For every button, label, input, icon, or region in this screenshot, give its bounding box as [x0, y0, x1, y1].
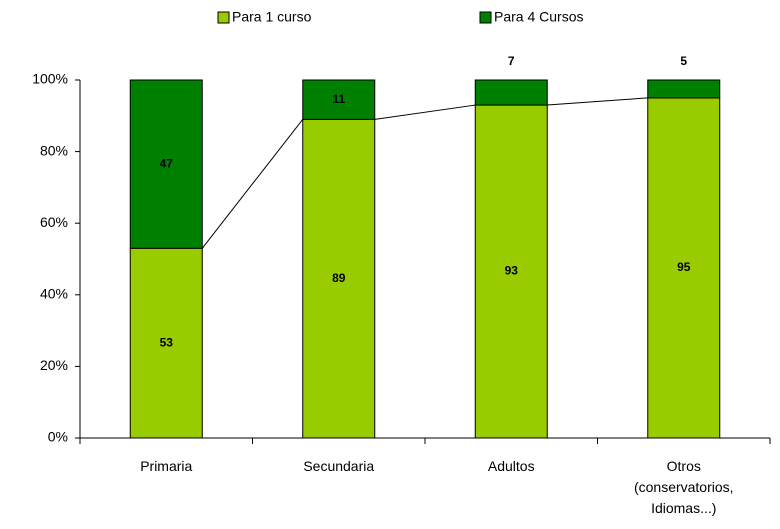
bar-segment [129, 79, 203, 249]
series-line [547, 97, 648, 106]
legend-swatch [479, 11, 492, 24]
bar-segment [647, 79, 721, 99]
y-tick-label: 60% [40, 214, 68, 230]
series-line [201, 119, 304, 249]
series-line [374, 104, 476, 120]
data-label: 53 [160, 335, 174, 349]
y-tick-label: 100% [32, 71, 68, 87]
x-tick-label: Adultos [488, 458, 535, 474]
bar-segment [302, 79, 376, 120]
data-label: 7 [508, 54, 515, 68]
legend-label: Para 4 Cursos [494, 9, 583, 25]
data-label: 93 [505, 264, 519, 278]
y-tick-label: 40% [40, 286, 68, 302]
y-tick-label: 80% [40, 142, 68, 158]
bar-segment [474, 79, 548, 106]
data-label: 89 [332, 271, 346, 285]
x-tick-label: Primaria [140, 458, 192, 474]
x-tick-label: Secundaria [303, 458, 374, 474]
y-tick-label: 0% [48, 429, 68, 445]
bar-segment [474, 104, 548, 439]
legend-swatch [217, 11, 230, 24]
data-label: 47 [160, 156, 174, 170]
y-tick-label: 20% [40, 357, 68, 373]
data-label: 5 [680, 54, 687, 68]
data-label: 11 [332, 92, 345, 106]
bar-segment [302, 118, 376, 439]
bar-segment [647, 97, 721, 439]
data-label: 95 [677, 260, 691, 274]
legend-label: Para 1 curso [232, 9, 312, 25]
x-tick-label: Otros (conservatorios, Idiomas...) [634, 458, 734, 516]
